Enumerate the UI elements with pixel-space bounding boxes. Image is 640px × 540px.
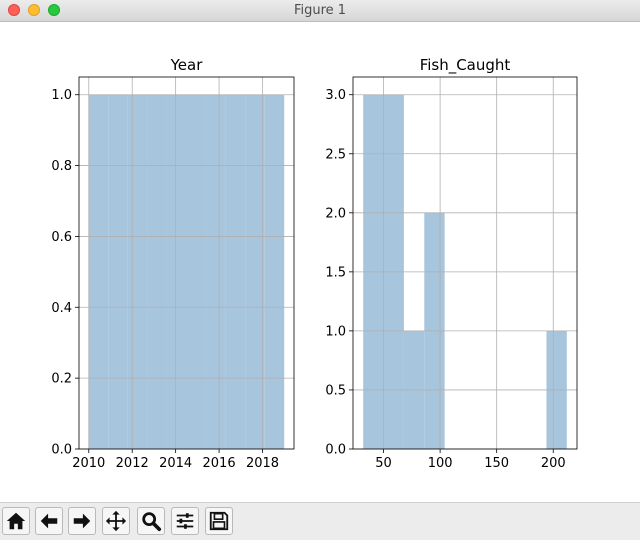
back-button[interactable] bbox=[35, 507, 63, 535]
zoom-window-button[interactable] bbox=[48, 4, 60, 16]
minimize-window-button[interactable] bbox=[28, 4, 40, 16]
pan-move-icon bbox=[105, 510, 127, 532]
x-tick-label: 200 bbox=[541, 456, 566, 471]
histogram-bar bbox=[166, 94, 187, 449]
y-tick-label: 1.0 bbox=[51, 88, 72, 103]
y-tick-label: 0.0 bbox=[325, 443, 346, 458]
window-title: Figure 1 bbox=[293, 3, 347, 18]
save-floppy-icon bbox=[209, 511, 229, 531]
home-icon bbox=[6, 512, 26, 530]
window-titlebar: Figure 1 bbox=[0, 0, 640, 22]
y-tick-label: 2.0 bbox=[325, 206, 346, 221]
histogram-bar bbox=[88, 94, 109, 449]
configure-subplots-icon bbox=[176, 513, 194, 529]
y-tick-label: 0.6 bbox=[51, 230, 72, 245]
forward-button[interactable] bbox=[68, 507, 96, 535]
home-button[interactable] bbox=[2, 507, 30, 535]
histogram-bar bbox=[147, 94, 167, 449]
save-button[interactable] bbox=[205, 507, 233, 535]
histogram-bar bbox=[206, 94, 226, 449]
y-tick-label: 0.8 bbox=[51, 159, 72, 174]
histogram-bar bbox=[108, 94, 128, 449]
histogram-bar bbox=[245, 94, 265, 449]
x-tick-label: 2018 bbox=[246, 456, 279, 471]
y-tick-label: 0.5 bbox=[325, 383, 346, 398]
y-tick-label: 0.2 bbox=[51, 372, 72, 387]
histogram-bar bbox=[264, 94, 285, 449]
axes-frame bbox=[78, 76, 295, 450]
y-tick-label: 1.5 bbox=[325, 265, 346, 280]
zoom-button[interactable] bbox=[137, 507, 165, 535]
chart-title: Year bbox=[170, 56, 204, 74]
y-tick-label: 2.5 bbox=[325, 147, 346, 162]
histogram-bar bbox=[127, 94, 148, 449]
x-tick-label: 2010 bbox=[72, 456, 105, 471]
histogram-bar bbox=[186, 94, 207, 449]
axes-2: 50 100 150 200 0.0 0.5 1.0 1.5 2.0 2.5 3.0 Fish_Cau… bbox=[325, 56, 578, 471]
x-tick-label: 2014 bbox=[159, 456, 192, 471]
back-arrow-icon bbox=[40, 513, 58, 529]
pan-button[interactable] bbox=[102, 507, 130, 535]
y-tick-label: 3.0 bbox=[325, 88, 346, 103]
y-tick-label: 0.4 bbox=[51, 301, 72, 316]
histogram-bar bbox=[225, 94, 246, 449]
navigation-toolbar bbox=[0, 502, 640, 540]
forward-arrow-icon bbox=[73, 513, 91, 529]
close-window-button[interactable] bbox=[8, 4, 20, 16]
x-tick-label: 2016 bbox=[203, 456, 236, 471]
x-tick-label: 150 bbox=[484, 456, 509, 471]
chart-title: Fish_Caught bbox=[420, 56, 511, 75]
x-tick-label: 2012 bbox=[116, 456, 149, 471]
figure-canvas[interactable]: 2010 2012 2014 2016 2018 0.0 0.2 0.4 0.6 0.8 1.0 Ye… bbox=[0, 22, 640, 502]
axes-frame bbox=[352, 76, 578, 450]
configure-subplots-button[interactable] bbox=[171, 507, 199, 535]
x-tick-label: 50 bbox=[375, 456, 392, 471]
x-tick-label: 100 bbox=[428, 456, 453, 471]
zoom-magnifier-icon bbox=[142, 512, 162, 532]
y-tick-label: 1.0 bbox=[325, 324, 346, 339]
y-tick-label: 0.0 bbox=[51, 443, 72, 458]
axes-1: 2010 2012 2014 2016 2018 0.0 0.2 0.4 0.6 0.8 1.0 Ye… bbox=[51, 56, 295, 471]
